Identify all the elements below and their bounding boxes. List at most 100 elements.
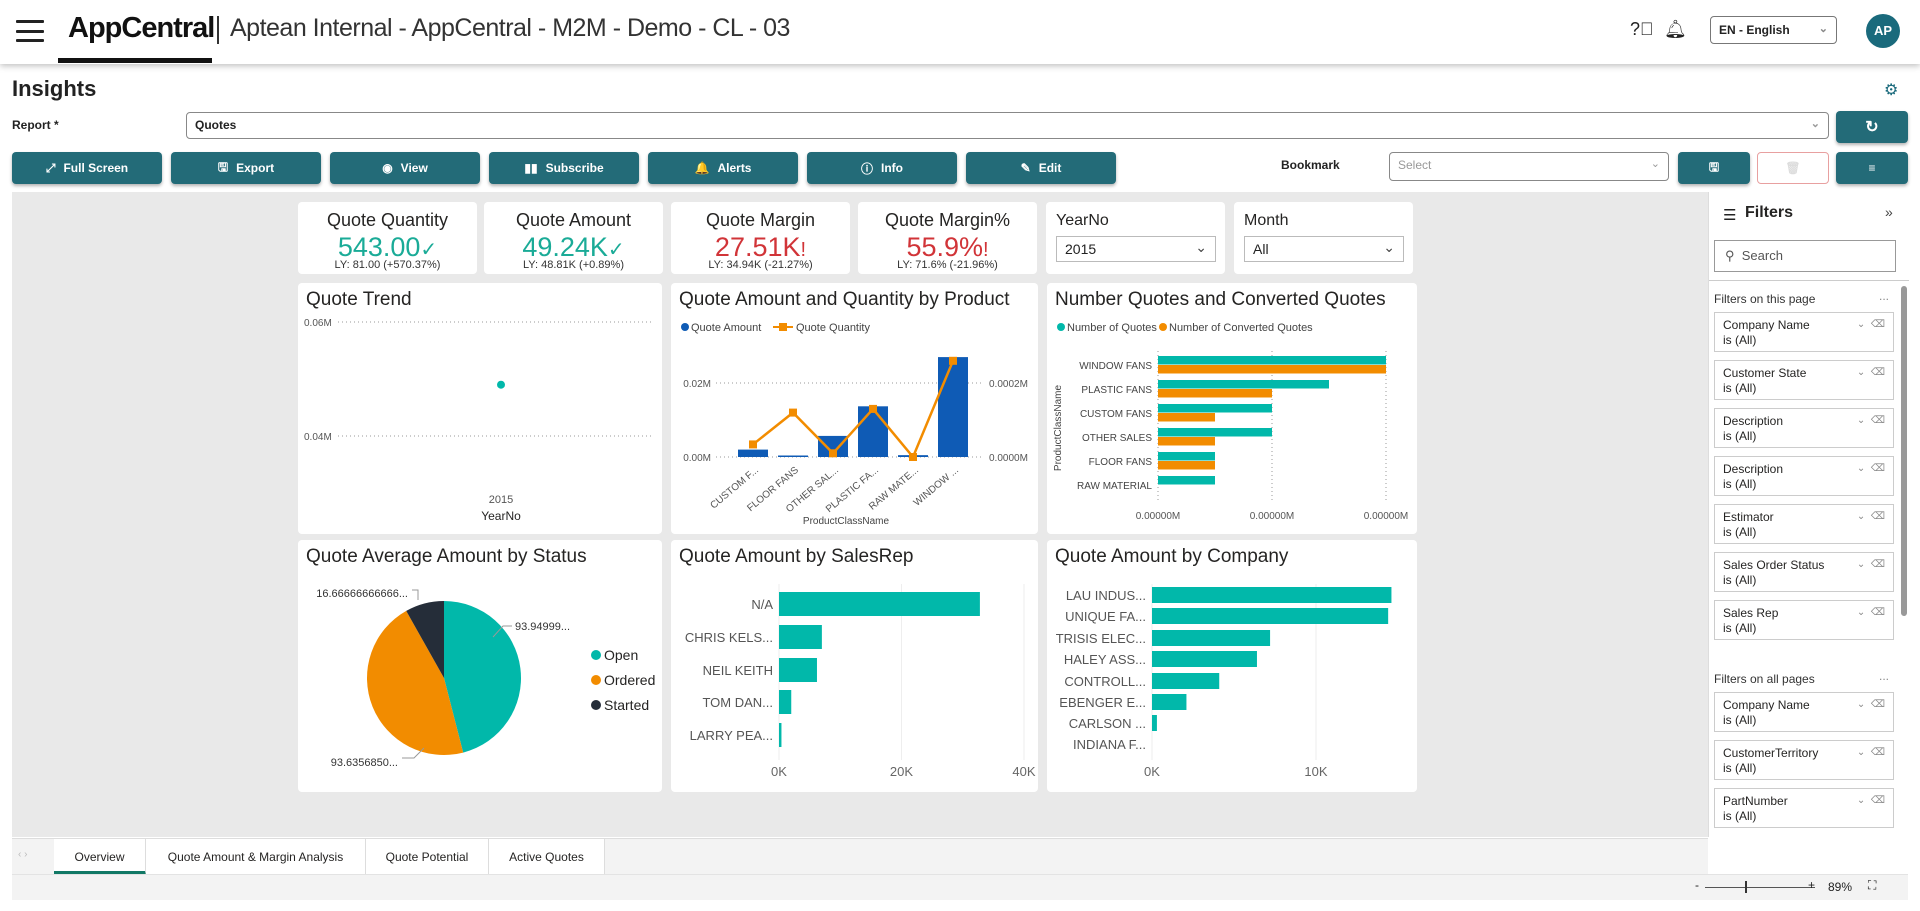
alerts-button[interactable]: 🔔 Alerts (648, 152, 798, 184)
full-screen-button[interactable]: ⤢ Full Screen (12, 152, 162, 184)
chevron-down-icon[interactable]: ⌄ ⌫ (1856, 795, 1885, 806)
kpi-title: Quote Amount (515, 210, 632, 230)
page-tabs: ‹ › Overview Quote Amount & Margin Analys… (12, 838, 1708, 875)
refresh-icon: ↻ (1865, 119, 1879, 136)
quotes-converted-chart[interactable]: Number Quotes and Converted Quotes Number… (1047, 283, 1417, 534)
amount-by-company-chart[interactable]: Quote Amount by Company 0K 10K LAU INDUS...… (1047, 540, 1417, 792)
bar (1152, 587, 1392, 603)
legend-label: Number of Quotes (1067, 322, 1157, 334)
bookmark-select[interactable]: Select ⌄ (1389, 152, 1669, 181)
help-icon[interactable]: ?⃝ (1630, 19, 1654, 39)
tab-scroll-arrows[interactable]: ‹ › (18, 849, 28, 860)
zoom-slider[interactable] (1705, 887, 1815, 888)
chevron-down-icon[interactable]: ⌄ ⌫ (1856, 463, 1885, 474)
export-button[interactable]: 🖫 Export (171, 152, 321, 184)
bell-icon[interactable]: 🔔︎ (1664, 19, 1687, 39)
tab-quote-amount-margin-analysis[interactable]: Quote Amount & Margin Analysis (146, 839, 366, 875)
tab-active-quotes[interactable]: Active Quotes (489, 839, 605, 875)
filter-card[interactable]: Sales Rep is (All) ⌄ ⌫ (1714, 600, 1894, 640)
y-tick-label: TOM DAN... (702, 695, 773, 710)
bookmark-list-button[interactable]: ≡ (1836, 152, 1908, 184)
bar (1152, 694, 1187, 710)
filter-card[interactable]: Customer State is (All) ⌄ ⌫ (1714, 360, 1894, 400)
filter-state: is (All) (1723, 573, 1757, 587)
save-bookmark-button[interactable]: 🖫 (1678, 152, 1750, 184)
chevron-down-icon[interactable]: ⌄ ⌫ (1856, 319, 1885, 330)
y2-tick-label: 0.0000M (989, 453, 1028, 464)
language-select[interactable]: EN - English ⌄ (1710, 16, 1837, 44)
filter-search-input[interactable]: ⚲ Search (1714, 240, 1896, 272)
legend-marker (779, 323, 787, 331)
filter-card[interactable]: Description is (All) ⌄ ⌫ (1714, 408, 1894, 448)
kpi-last-year: LY: 81.00 (+570.37%) (334, 259, 441, 271)
kpi-card[interactable]: Quote Amount 49.24K✓ LY: 48.81K (+0.89%) (484, 202, 663, 274)
kpi-card[interactable]: Quote Quantity 543.00✓ LY: 81.00 (+570.37%… (298, 202, 477, 274)
zoom-slider-handle[interactable] (1745, 881, 1747, 893)
amount-by-salesrep-chart[interactable]: Quote Amount by SalesRep 0K 20K 40K N/A CHRIS… (671, 540, 1038, 792)
chart-title: Quote Amount and Quantity by Product (679, 289, 1010, 310)
tab-overview[interactable]: Overview (54, 839, 146, 875)
filter-card[interactable]: Company Name is (All) ⌄ ⌫ (1714, 692, 1894, 732)
filter-state: is (All) (1723, 333, 1757, 347)
filter-card[interactable]: Description is (All) ⌄ ⌫ (1714, 456, 1894, 496)
chevron-down-icon[interactable]: ⌄ ⌫ (1856, 747, 1885, 758)
chevron-down-icon[interactable]: ⌄ ⌫ (1856, 699, 1885, 710)
filter-card[interactable]: PartNumber is (All) ⌄ ⌫ (1714, 788, 1894, 828)
delete-bookmark-button[interactable]: 🗑 (1757, 152, 1829, 184)
avg-amount-by-status-chart[interactable]: Quote Average Amount by Status Open Ordere… (298, 540, 662, 792)
scrollbar[interactable] (1901, 286, 1907, 616)
bar (1158, 380, 1329, 389)
kpi-card[interactable]: Quote Margin% 55.9%! LY: 71.6% (-21.96%) (858, 202, 1037, 274)
filter-card[interactable]: Company Name is (All) ⌄ ⌫ (1714, 312, 1894, 352)
refresh-button[interactable]: ↻ (1836, 111, 1908, 143)
more-options-icon[interactable]: ... (1879, 669, 1890, 683)
pie-slice (367, 610, 464, 755)
avatar[interactable]: AP (1866, 14, 1900, 48)
chart-svg: Number of Quotes Number of Converted Quot… (1053, 322, 1408, 522)
filter-state: is (All) (1723, 621, 1757, 635)
filter-name: Estimator (1723, 510, 1774, 524)
chart-svg: Open Ordered Started 93.94999... 93.6356850.… (316, 588, 655, 769)
menu-icon[interactable] (16, 20, 44, 42)
slicer-dropdown[interactable]: 2015 ⌄ (1056, 236, 1216, 262)
chevron-down-icon[interactable]: ⌄ ⌫ (1856, 511, 1885, 522)
filter-icon: ☰ (1723, 207, 1737, 224)
amount-quantity-by-product-chart[interactable]: Quote Amount and Quantity by Product Quot… (671, 283, 1038, 534)
filter-state: is (All) (1723, 761, 1757, 775)
y-tick-label: CHRIS KELS... (685, 630, 773, 645)
data-label: 16.66666666666... (316, 588, 408, 600)
line-point (869, 404, 877, 413)
info-button[interactable]: ⓘ Info (807, 152, 957, 184)
view-button[interactable]: ◉ View (330, 152, 480, 184)
filter-name: Customer State (1723, 366, 1807, 380)
zoom-out-button[interactable]: - (1695, 878, 1699, 892)
quote-trend-chart[interactable]: Quote Trend 0.04M 0.06M 2015 YearNo (298, 283, 662, 534)
tab-quote-potential[interactable]: Quote Potential (366, 839, 489, 875)
filter-card[interactable]: Estimator is (All) ⌄ ⌫ (1714, 504, 1894, 544)
filter-card[interactable]: Sales Order Status is (All) ⌄ ⌫ (1714, 552, 1894, 592)
slicer-dropdown[interactable]: All ⌄ (1244, 236, 1404, 262)
filter-state: is (All) (1723, 381, 1757, 395)
y-tick-label: PLASTIC FANS (1081, 385, 1152, 396)
gear-icon[interactable]: ⚙ (1884, 82, 1899, 99)
x-axis-title: YearNo (481, 509, 521, 523)
y-tick-label: CONTROLL... (1064, 674, 1146, 689)
chevron-down-icon[interactable]: ⌄ ⌫ (1856, 607, 1885, 618)
chevron-down-icon[interactable]: ⌄ ⌫ (1856, 367, 1885, 378)
chevron-down-icon[interactable]: ⌄ ⌫ (1856, 415, 1885, 426)
bar (738, 449, 768, 457)
chevron-down-icon[interactable]: ⌄ ⌫ (1856, 559, 1885, 570)
edit-button[interactable]: ✎ Edit (966, 152, 1116, 184)
filters-pane: ☰ Filters » ⚲ Search Filters on this pag… (1708, 192, 1909, 837)
subscribe-button[interactable]: ▮▮ Subscribe (489, 152, 639, 184)
fit-page-icon[interactable]: ⛶ (1868, 878, 1877, 892)
zoom-in-button[interactable]: + (1808, 878, 1816, 892)
more-options-icon[interactable]: ... (1879, 289, 1890, 303)
filter-card[interactable]: CustomerTerritory is (All) ⌄ ⌫ (1714, 740, 1894, 780)
collapse-icon[interactable]: » (1885, 204, 1893, 220)
brand-logo[interactable]: AppCentral (68, 12, 215, 44)
report-select[interactable]: Quotes ⌄ (186, 112, 1829, 139)
x-tick-label: 20K (890, 764, 913, 779)
kpi-value: 27.51K (714, 232, 801, 262)
kpi-card[interactable]: Quote Margin 27.51K! LY: 34.94K (-21.27%) (671, 202, 850, 274)
